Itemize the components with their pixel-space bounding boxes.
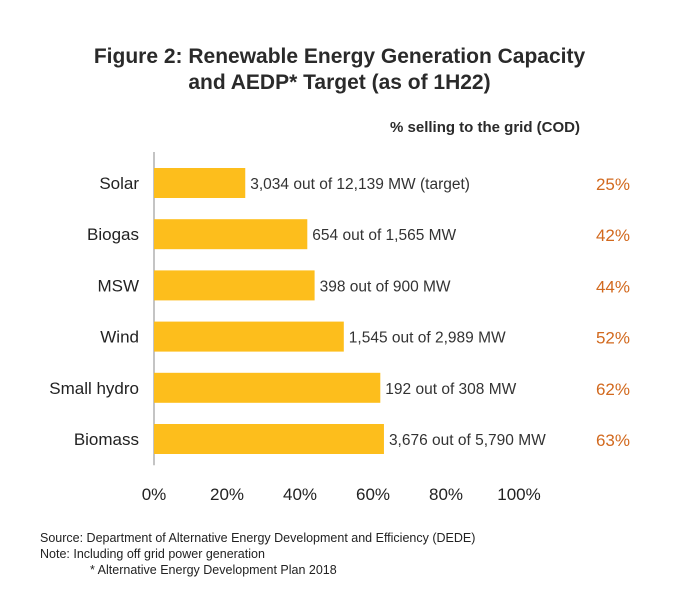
grid-note: Note: Including off grid power generatio… — [40, 547, 265, 561]
bar — [154, 219, 308, 250]
value-label: 42% — [596, 226, 630, 245]
footnote: * Alternative Energy Development Plan 20… — [40, 562, 475, 578]
chart-title-line-1: Figure 2: Renewable Energy Generation Ca… — [93, 45, 586, 68]
bar — [154, 372, 381, 403]
bar-annotation: 1,545 out of 2,989 MW — [349, 330, 506, 347]
bar — [154, 270, 315, 301]
value-label: 52% — [596, 329, 630, 348]
bar-annotation: 192 out of 308 MW — [385, 381, 516, 398]
value-label: 44% — [596, 277, 630, 296]
category-label: Biomass — [74, 430, 139, 449]
bar-annotation: 654 out of 1,565 MW — [312, 227, 456, 244]
cod-column-header: % selling to the grid (COD) — [390, 119, 580, 136]
source-note: Source: Department of Alternative Energy… — [40, 531, 476, 545]
bar-annotation: 3,676 out of 5,790 MW — [389, 432, 546, 449]
chart-title: Figure 2: Renewable Energy Generation Ca… — [0, 44, 679, 96]
category-label: Small hydro — [49, 379, 139, 398]
bar-annotation: 3,034 out of 12,139 MW (target) — [250, 176, 470, 193]
footnote-mark: * — [90, 563, 95, 577]
x-tick-label: 100% — [497, 485, 540, 504]
category-label: Biogas — [87, 225, 139, 244]
value-label: 63% — [596, 431, 630, 450]
x-tick-label: 20% — [210, 485, 244, 504]
footnote-text: Alternative Energy Development Plan 2018 — [97, 563, 337, 577]
chart-title-line-2: and AEDP* Target (as of 1H22) — [188, 71, 491, 94]
bar — [154, 168, 246, 198]
category-label: Wind — [100, 328, 139, 347]
x-tick-label: 60% — [356, 485, 390, 504]
value-label: 62% — [596, 380, 630, 399]
bar-annotation: 398 out of 900 MW — [320, 278, 451, 295]
category-label: MSW — [97, 276, 139, 295]
chart-notes: Source: Department of Alternative Energy… — [40, 530, 475, 578]
x-tick-label: 0% — [142, 485, 167, 504]
x-tick-label: 80% — [429, 485, 463, 504]
category-label: Solar — [99, 174, 139, 193]
x-tick-label: 40% — [283, 485, 317, 504]
bar-chart: Solar 3,034 out of 12,139 MW (target) 25% B… — [49, 152, 630, 504]
bar — [154, 424, 384, 454]
bar — [154, 321, 344, 352]
value-label: 25% — [596, 175, 630, 194]
